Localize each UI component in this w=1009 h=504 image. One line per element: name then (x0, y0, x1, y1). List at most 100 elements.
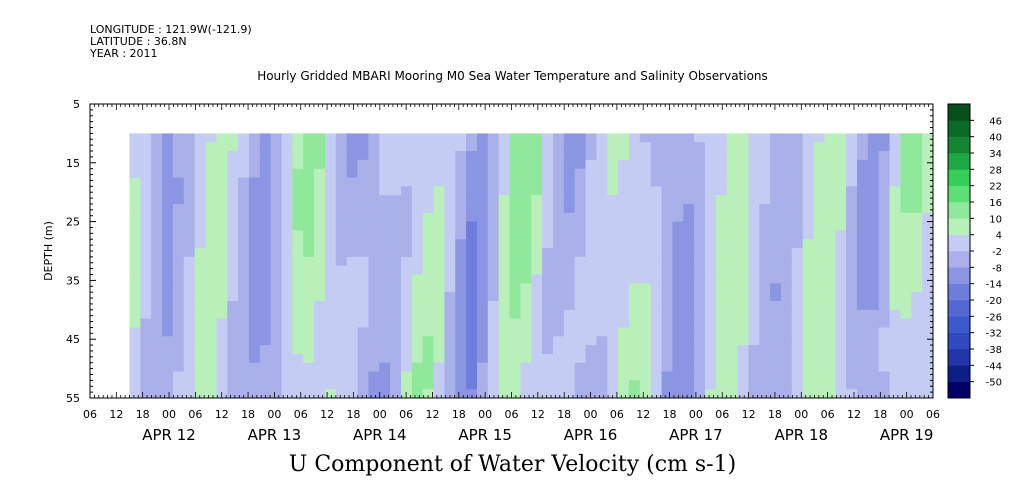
heatmap-cell (400, 265, 413, 275)
heatmap-cell (856, 177, 869, 187)
heatmap-cell (552, 283, 565, 293)
heatmap-cell (509, 265, 521, 275)
heatmap-cell (422, 151, 434, 161)
heatmap-cell (162, 203, 174, 214)
heatmap-cell (748, 221, 760, 231)
heatmap-cell (379, 283, 391, 293)
heatmap-cell (411, 177, 424, 187)
x-hour-tick-label: 00 (689, 408, 703, 421)
heatmap-cell (444, 177, 456, 187)
heatmap-cell (846, 203, 858, 214)
heatmap-cell (607, 274, 619, 284)
heatmap-cell (400, 203, 413, 214)
heatmap-cell (183, 186, 196, 196)
heatmap-cell (270, 239, 282, 249)
heatmap-cell (574, 380, 586, 390)
heatmap-cell (455, 362, 467, 372)
heatmap-cell (737, 265, 749, 275)
heatmap-cell (357, 300, 369, 311)
heatmap-cell (498, 274, 510, 284)
heatmap-cell (748, 248, 760, 258)
heatmap-cell (292, 221, 304, 231)
heatmap-cell (574, 371, 586, 381)
heatmap-cell (390, 151, 402, 161)
heatmap-cell (618, 380, 630, 390)
heatmap-cell (661, 371, 673, 381)
heatmap-cell (487, 133, 500, 143)
heatmap-cell (791, 283, 804, 293)
heatmap-cell (628, 292, 641, 302)
heatmap-cell (314, 239, 326, 249)
colorbar-tick-label: -44 (986, 361, 1002, 372)
heatmap-cell (444, 151, 456, 161)
heatmap-cell (411, 300, 424, 311)
heatmap-cell (748, 345, 760, 355)
heatmap-cell (411, 389, 424, 399)
colorbar-swatch (948, 234, 970, 252)
heatmap-cell (379, 345, 391, 355)
x-hour-tick-label: 06 (188, 408, 202, 421)
heatmap-cell (346, 230, 358, 240)
heatmap-cell (346, 203, 358, 214)
heatmap-cell (628, 195, 641, 205)
heatmap-cell (140, 239, 152, 249)
heatmap-cell (672, 133, 684, 143)
colorbar-tick-label: -8 (992, 263, 1002, 274)
heatmap-cell (889, 186, 901, 196)
heatmap-cell (227, 159, 239, 170)
heatmap-cell (498, 345, 510, 355)
heatmap-cell (194, 371, 206, 381)
heatmap-cell (802, 371, 814, 381)
heatmap-cell (672, 195, 684, 205)
heatmap-cell (628, 274, 641, 284)
heatmap-cell (802, 248, 814, 258)
heatmap-cell (248, 212, 261, 222)
heatmap-cell (259, 292, 272, 302)
heatmap-cell (759, 177, 771, 187)
heatmap-cell (650, 327, 662, 337)
heatmap-cell (639, 203, 652, 214)
heatmap-cell (900, 318, 912, 328)
heatmap-cell (563, 274, 576, 284)
heatmap-cell (856, 327, 869, 337)
heatmap-cell (216, 283, 228, 293)
heatmap-cell (455, 168, 467, 178)
heatmap-cell (889, 292, 901, 302)
x-hour-tick-label: 12 (742, 408, 756, 421)
heatmap-cell (162, 248, 174, 258)
y-tick-label: 55 (66, 392, 80, 405)
heatmap-cell (780, 300, 793, 311)
heatmap-cell (922, 186, 934, 196)
x-hour-tick-label: 18 (346, 408, 360, 421)
heatmap-cell (248, 151, 261, 161)
heatmap-cell (248, 274, 261, 284)
heatmap-cell (151, 151, 163, 161)
heatmap-cell (715, 265, 728, 275)
heatmap-cell (487, 248, 500, 258)
heatmap-cell (129, 133, 141, 143)
heatmap-cell (791, 265, 804, 275)
heatmap-cell (563, 309, 576, 320)
heatmap-cell (466, 274, 478, 284)
heatmap-cell (140, 133, 152, 143)
heatmap-cell (802, 265, 814, 275)
heatmap-cell (205, 168, 217, 178)
heatmap-cell (183, 168, 196, 178)
heatmap-cell (292, 309, 304, 320)
heatmap-cell (889, 248, 901, 258)
heatmap-cell (400, 300, 413, 311)
heatmap-cell (346, 389, 358, 399)
heatmap-cell (694, 186, 706, 196)
heatmap-cell (661, 159, 673, 170)
heatmap-cell (172, 300, 185, 311)
heatmap-cell (314, 283, 326, 293)
heatmap-cell (140, 159, 152, 170)
heatmap-cell (824, 362, 836, 372)
heatmap-cell (444, 300, 456, 311)
heatmap-cell (129, 151, 141, 161)
heatmap-cell (835, 203, 847, 214)
heatmap-cell (672, 380, 684, 390)
heatmap-cell (292, 133, 304, 143)
heatmap-cell (639, 256, 652, 267)
heatmap-cell (324, 177, 337, 187)
